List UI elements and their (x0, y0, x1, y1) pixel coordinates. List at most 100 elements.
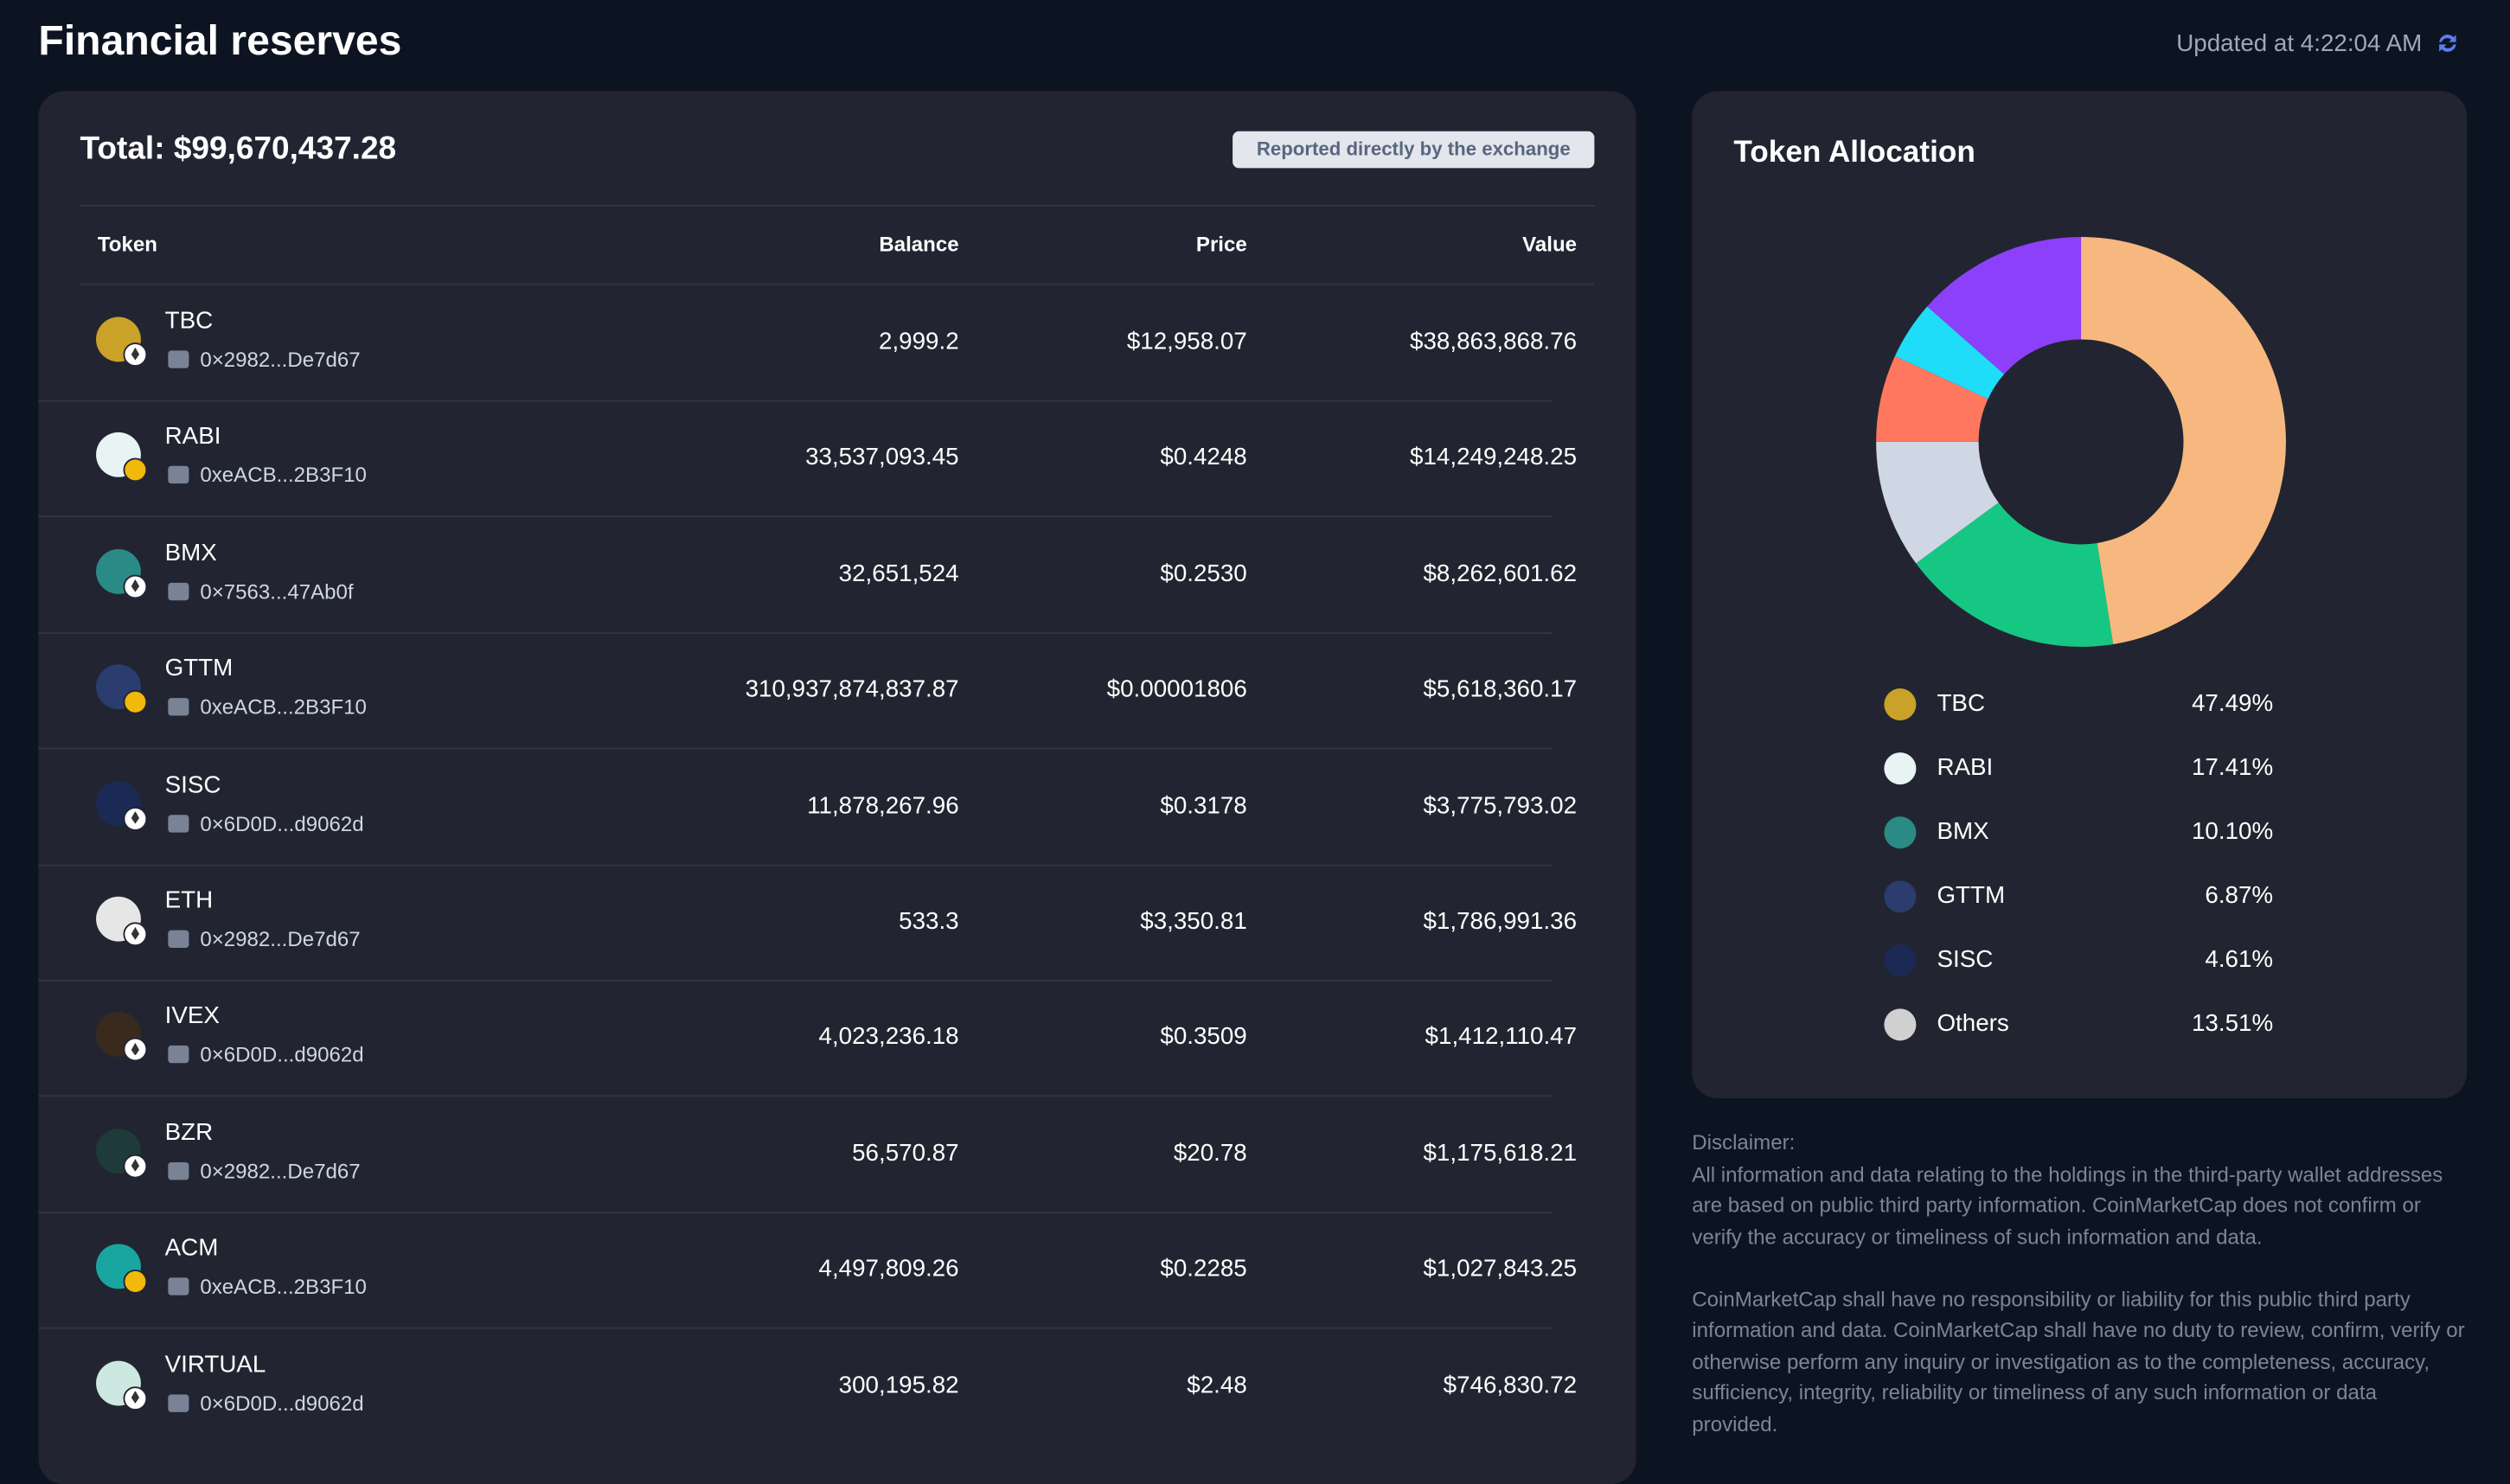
balance: 310,937,874,837.87 (745, 675, 959, 704)
eth-chain-icon (123, 1385, 148, 1410)
disclaimer-heading: Disclaimer: (1692, 1130, 1796, 1155)
token-name[interactable]: RABI (164, 423, 221, 451)
price: $0.2285 (1160, 1255, 1247, 1283)
page-title: Financial reserves (38, 16, 402, 65)
donut-slice-rabi[interactable] (1916, 502, 2114, 647)
wallet-address[interactable]: 0xeACB...2B3F10 (200, 694, 367, 720)
legend-item: SISC 4.61% (1884, 942, 2273, 980)
wallet-icon (168, 1046, 189, 1064)
legend-token-icon (1884, 944, 1917, 977)
refresh-icon[interactable] (2433, 29, 2462, 57)
bnb-chain-icon (123, 690, 148, 715)
value: $1,027,843.25 (1423, 1255, 1578, 1283)
disclaimer-paragraph: All information and data relating to the… (1692, 1161, 2443, 1249)
price: $2.48 (1187, 1371, 1247, 1399)
allocation-title: Token Allocation (1733, 136, 1975, 170)
wallet-address[interactable]: 0xeACB...2B3F10 (200, 1274, 367, 1299)
allocation-donut-chart (1876, 236, 2286, 647)
token-name[interactable]: TBC (164, 307, 214, 335)
balance: 56,570.87 (852, 1139, 959, 1167)
wallet-icon (168, 814, 189, 832)
value: $1,175,618.21 (1423, 1139, 1578, 1167)
token-name[interactable]: IVEX (164, 1002, 220, 1031)
token-name[interactable]: ETH (164, 886, 214, 915)
token-name[interactable]: SISC (164, 771, 221, 799)
wallet-icon (168, 930, 189, 948)
legend-token-icon (1884, 816, 1917, 849)
column-balance[interactable]: Balance (879, 232, 959, 257)
donut-slice-sisc[interactable] (1894, 306, 2005, 400)
price: $0.4248 (1160, 444, 1247, 472)
wallet-address[interactable]: 0×6D0D...d9062d (200, 1391, 364, 1415)
table-row[interactable]: IVEX 0×6D0D...d9062d 4,023,236.18 $0.350… (80, 981, 1595, 1096)
donut-slice-bmx[interactable] (1876, 441, 1999, 564)
value: $14,249,248.25 (1410, 444, 1578, 472)
wallet-address[interactable]: 0×2982...De7d67 (200, 347, 361, 372)
balance: 2,999.2 (879, 328, 959, 355)
legend-label: GTTM (1937, 882, 2006, 910)
balance: 4,497,809.26 (818, 1255, 959, 1283)
donut-slice-gttm[interactable] (1876, 355, 1988, 442)
column-token[interactable]: Token (97, 232, 157, 257)
legend-percent: 47.49% (2191, 689, 2274, 718)
column-price[interactable]: Price (1195, 232, 1247, 257)
value: $3,775,793.02 (1423, 791, 1578, 820)
eth-chain-icon (123, 574, 148, 599)
legend-percent: 13.51% (2191, 1010, 2274, 1038)
wallet-icon (168, 1277, 189, 1296)
wallet-address[interactable]: 0xeACB...2B3F10 (200, 463, 367, 488)
legend-label: RABI (1937, 753, 1994, 782)
table-row[interactable]: GTTM 0xeACB...2B3F10 310,937,874,837.87 … (80, 633, 1595, 748)
disclaimer-paragraph: CoinMarketCap shall have no responsibili… (1692, 1286, 2465, 1436)
legend-percent: 4.61% (2205, 946, 2274, 974)
token-name[interactable]: GTTM (164, 655, 234, 683)
legend-item: GTTM 6.87% (1884, 878, 2273, 916)
table-row[interactable]: TBC 0×2982...De7d67 2,999.2 $12,958.07 $… (80, 285, 1595, 400)
wallet-address[interactable]: 0×2982...De7d67 (200, 926, 361, 951)
legend-item: BMX 10.10% (1884, 813, 2273, 851)
value: $1,412,110.47 (1425, 1023, 1578, 1052)
price: $12,958.07 (1126, 328, 1247, 355)
table-row[interactable]: VIRTUAL 0×6D0D...d9062d 300,195.82 $2.48… (80, 1328, 1595, 1443)
wallet-icon (168, 350, 189, 368)
wallet-icon (168, 698, 189, 716)
donut-slice-others[interactable] (1927, 236, 2082, 374)
price: $0.3178 (1160, 791, 1247, 820)
reserves-card: Total: $99,670,437.28 Reported directly … (38, 91, 1636, 1484)
value: $5,618,360.17 (1423, 675, 1578, 704)
legend-token-icon (1884, 1008, 1917, 1041)
legend-item: RABI 17.41% (1884, 749, 2273, 787)
token-name[interactable]: VIRTUAL (164, 1350, 266, 1378)
table-row[interactable]: ETH 0×2982...De7d67 533.3 $3,350.81 $1,7… (80, 865, 1595, 980)
wallet-address[interactable]: 0×6D0D...d9062d (200, 1042, 364, 1067)
balance: 11,878,267.96 (807, 791, 959, 820)
wallet-address[interactable]: 0×2982...De7d67 (200, 1158, 361, 1183)
token-name[interactable]: ACM (164, 1234, 219, 1263)
value: $1,786,991.36 (1423, 907, 1578, 936)
column-value[interactable]: Value (1522, 232, 1578, 257)
table-row[interactable]: ACM 0xeACB...2B3F10 4,497,809.26 $0.2285… (80, 1212, 1595, 1327)
token-name[interactable]: BZR (164, 1118, 214, 1147)
legend-label: Others (1937, 1010, 2009, 1038)
table-row[interactable]: SISC 0×6D0D...d9062d 11,878,267.96 $0.31… (80, 749, 1595, 864)
eth-chain-icon (123, 922, 148, 947)
allocation-card: Token Allocation TBC 47.49% RABI 17.41% … (1692, 91, 2468, 1098)
value: $8,262,601.62 (1423, 560, 1578, 588)
eth-chain-icon (123, 1154, 148, 1179)
legend-token-icon (1884, 880, 1917, 913)
eth-chain-icon (123, 342, 148, 367)
table-row[interactable]: BMX 0×7563...47Ab0f 32,651,524 $0.2530 $… (80, 517, 1595, 632)
balance: 4,023,236.18 (818, 1023, 959, 1052)
table-row[interactable]: RABI 0xeACB...2B3F10 33,537,093.45 $0.42… (80, 401, 1595, 516)
legend-percent: 10.10% (2191, 818, 2274, 846)
balance: 33,537,093.45 (805, 444, 959, 472)
wallet-address[interactable]: 0×7563...47Ab0f (200, 579, 354, 604)
donut-slice-tbc[interactable] (2081, 236, 2286, 644)
legend-token-icon (1884, 688, 1917, 721)
table-row[interactable]: BZR 0×2982...De7d67 56,570.87 $20.78 $1,… (80, 1097, 1595, 1212)
wallet-address[interactable]: 0×6D0D...d9062d (200, 810, 364, 835)
reported-badge: Reported directly by the exchange (1233, 131, 1595, 169)
value: $746,830.72 (1443, 1371, 1578, 1399)
balance: 32,651,524 (838, 560, 959, 588)
token-name[interactable]: BMX (164, 539, 217, 566)
